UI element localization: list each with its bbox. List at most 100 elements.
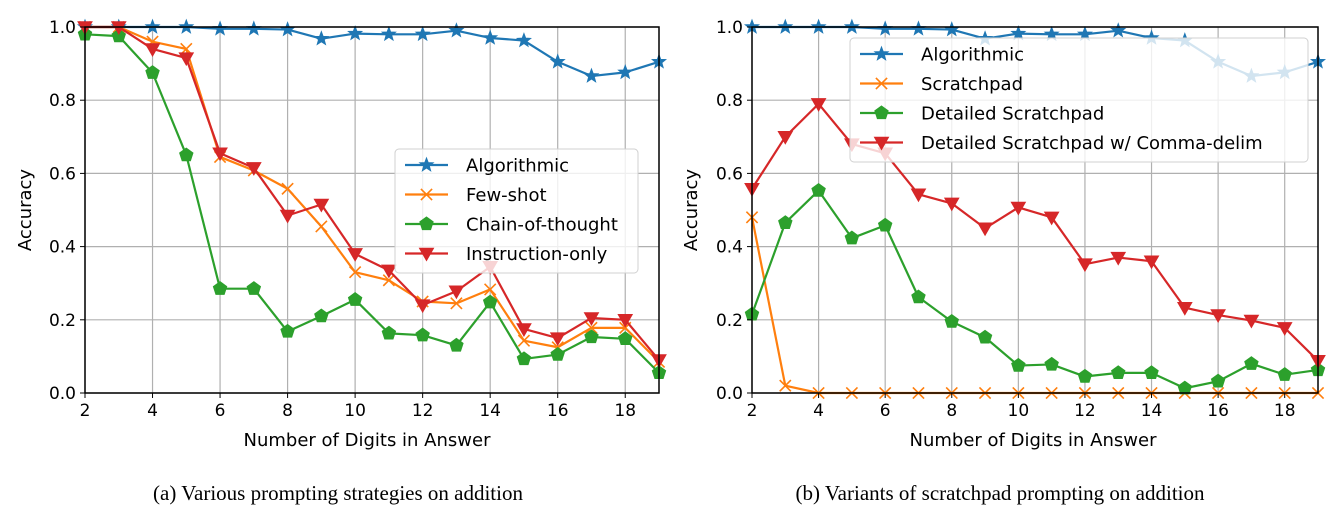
series-line	[85, 25, 660, 78]
data-point	[1144, 365, 1159, 380]
legend-marker-x-icon	[420, 188, 433, 201]
data-point	[145, 65, 160, 79]
legend-item: Algorithmic	[405, 156, 569, 177]
data-point	[1044, 356, 1059, 371]
legend-marker-triangle-down-icon	[873, 136, 890, 151]
data-point	[1110, 251, 1127, 266]
data-point	[1077, 368, 1093, 383]
data-point	[516, 323, 532, 337]
legend-label: Instruction-only	[466, 244, 608, 265]
data-point	[1210, 309, 1226, 324]
data-point	[212, 147, 228, 162]
legend-item: Detailed Scratchpad	[860, 104, 1104, 125]
x-tick-label: 10	[344, 401, 366, 421]
legend-item: Scratchpad	[860, 74, 1023, 95]
data-point	[877, 217, 893, 232]
data-point	[810, 98, 827, 112]
data-point	[1210, 373, 1226, 388]
data-point	[517, 334, 531, 347]
chart-panel-b: 2 4 6 8 10 12 14 16 18 0.0 0.2 0.4 0.6 0.8 1.0 Number …	[681, 18, 1327, 505]
y-tick-label: 0.2	[716, 311, 743, 331]
legend-label: Algorithmic	[921, 45, 1024, 66]
data-point	[315, 220, 328, 233]
data-point	[482, 29, 499, 45]
data-point	[1010, 25, 1027, 41]
data-point	[516, 351, 532, 366]
data-point	[1043, 211, 1060, 226]
data-point	[584, 329, 599, 344]
legend-label: Chain-of-thought	[466, 215, 618, 236]
data-point	[910, 188, 927, 203]
legend-marker-x-icon	[875, 77, 888, 90]
data-point	[414, 299, 431, 314]
legend-item: Instruction-only	[405, 244, 608, 265]
y-axis-label-b: Accuracy	[681, 169, 702, 252]
axes-frame	[751, 26, 1319, 394]
legend-label: Detailed Scratchpad w/ Comma-delim	[921, 133, 1263, 154]
axes-frame	[84, 26, 660, 394]
legend-label: Scratchpad	[921, 74, 1023, 95]
data-point	[550, 346, 565, 361]
data-point	[178, 52, 195, 67]
data-point	[977, 222, 993, 237]
data-point	[1277, 367, 1292, 381]
data-point	[1077, 258, 1093, 273]
data-point	[245, 162, 262, 176]
legend-item: Chain-of-thought	[405, 215, 618, 236]
data-point	[212, 281, 228, 295]
legend-label: Algorithmic	[466, 156, 569, 177]
data-point	[1010, 201, 1027, 216]
x-tick-label: 8	[282, 401, 293, 421]
data-point	[382, 274, 396, 287]
x-tick-label: 4	[147, 401, 158, 421]
series-instruction-only	[77, 21, 667, 369]
caption-a: (a) Various prompting strategies on addi…	[153, 481, 523, 505]
data-point	[585, 321, 598, 335]
ticks-b: 2 4 6 8 10 12 14 16 18 0.0 0.2 0.4 0.6 0.8 1.0	[716, 18, 1296, 421]
data-point	[484, 283, 497, 296]
legend-a: Algorithmic Few-shot Chain-of-thought Instr…	[394, 148, 639, 274]
ticks-a: 2 4 6 8 10 12 14 16 18 0.0 0.2 0.4 0.6 0.8 1.0	[49, 18, 636, 421]
legend-b: Algorithmic Scratchpad Detailed Scratchpad…	[849, 37, 1309, 163]
data-point	[1043, 25, 1060, 42]
y-tick-label: 0.4	[716, 238, 743, 258]
series-detailed-scratchpad	[744, 182, 1326, 395]
y-axis-label-a: Accuracy	[15, 169, 36, 252]
data-point	[144, 43, 161, 57]
x-axis-label-a: Number of Digits in Answer	[244, 430, 492, 451]
y-tick-label: 0.4	[49, 238, 76, 258]
x-tick-label: 16	[1207, 401, 1229, 421]
x-tick-label: 2	[747, 401, 758, 421]
data-point	[414, 25, 431, 42]
data-point	[448, 285, 465, 300]
x-tick-label: 16	[547, 401, 569, 421]
data-point	[1243, 314, 1260, 329]
data-point	[779, 379, 792, 392]
data-point	[111, 28, 127, 43]
legend-marker-pentagon-icon	[419, 216, 434, 231]
data-point	[347, 292, 363, 306]
data-point	[280, 323, 295, 338]
legend-marker-pentagon-icon	[874, 105, 889, 120]
x-tick-label: 8	[946, 401, 957, 421]
data-point	[977, 329, 993, 344]
y-tick-label: 0.8	[49, 91, 76, 111]
legend-item: Few-shot	[405, 185, 547, 206]
y-tick-label: 0.8	[716, 91, 743, 111]
x-tick-label: 2	[80, 401, 91, 421]
axes-b	[751, 26, 1319, 394]
data-point	[1011, 357, 1026, 372]
legend-item: Algorithmic	[860, 45, 1024, 66]
x-tick-label: 10	[1008, 401, 1030, 421]
x-tick-label: 14	[479, 401, 501, 421]
data-point	[380, 25, 397, 42]
series-algorithmic	[76, 18, 668, 83]
chart-panel-a: 2 4 6 8 10 12 14 16 18 0.0 0.2 0.4 0.6 0.8 1.0 Number …	[15, 18, 668, 505]
series-line	[85, 25, 660, 363]
data-point	[179, 147, 194, 162]
series-line	[750, 217, 1318, 395]
legend-item: Detailed Scratchpad w/ Comma-delim	[860, 133, 1263, 154]
legend-frame	[394, 148, 639, 274]
data-point	[1177, 380, 1193, 395]
